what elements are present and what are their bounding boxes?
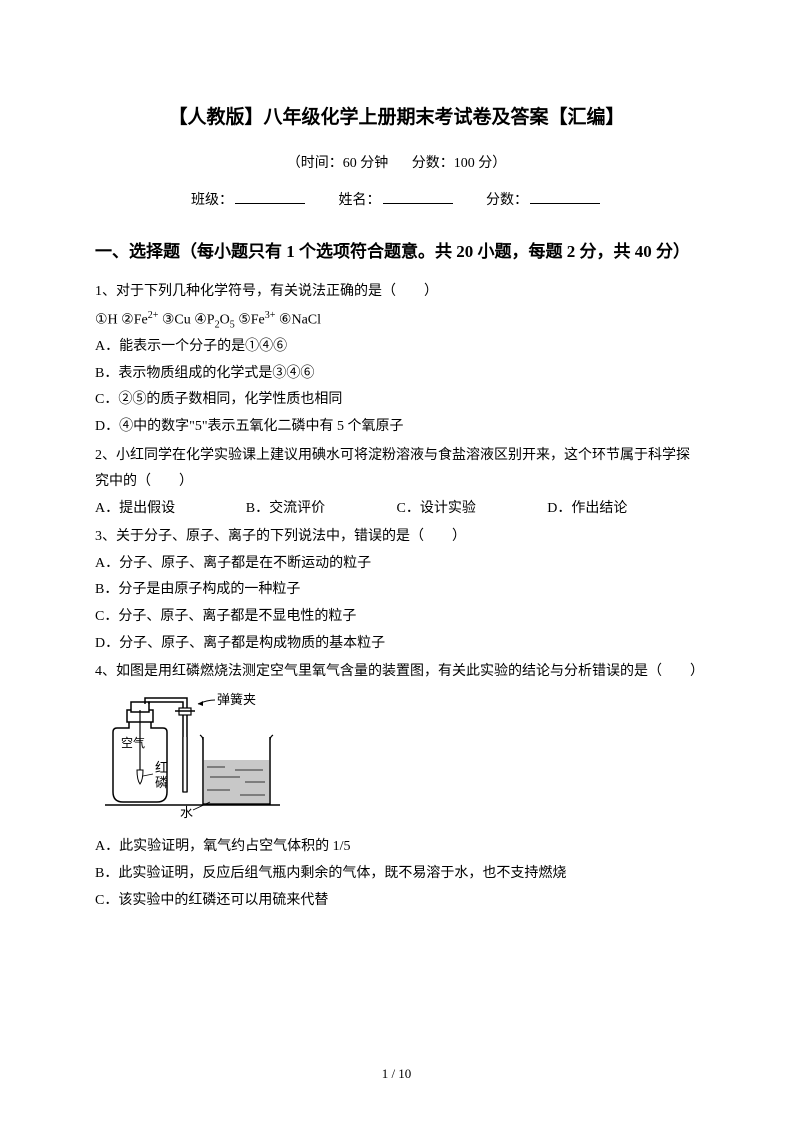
section-heading: 一、选择题（每小题只有 1 个选项符合题意。共 20 小题，每题 2 分，共 4… [95, 232, 698, 273]
score-blank[interactable] [530, 186, 600, 204]
class-blank[interactable] [235, 186, 305, 204]
q1-sup-1: 2+ [148, 310, 159, 321]
q3-option-c: C．分子、原子、离子都是不显电性的粒子 [95, 604, 698, 631]
svg-text:磷: 磷 [155, 775, 168, 790]
air-label-text: 空气 [121, 735, 145, 750]
question-3: 3、关于分子、原子、离子的下列说法中，错误的是（ ） A．分子、原子、离子都是在… [95, 524, 698, 657]
question-4: 4、如图是用红磷燃烧法测定空气里氧气含量的装置图，有关此实验的结论与分析错误的是… [95, 659, 698, 914]
q3-option-b: B．分子是由原子构成的一种粒子 [95, 577, 698, 604]
question-1: 1、对于下列几种化学符号，有关说法正确的是（ ） ①H ②Fe2+ ③Cu ④P… [95, 279, 698, 440]
q1-option-d: D．④中的数字"5"表示五氧化二磷中有 5 个氧原子 [95, 414, 698, 441]
q3-option-d: D．分子、原子、离子都是构成物质的基本粒子 [95, 631, 698, 658]
q1-sym-p5: ⑥NaCl [275, 312, 321, 327]
q4-option-a: A．此实验证明，氧气约占空气体积的 1/5 [95, 834, 698, 861]
q2-option-b: B．交流评价 [246, 496, 397, 523]
q4-option-b: B．此实验证明，反应后组气瓶内剩余的气体，既不易溶于水，也不支持燃烧 [95, 861, 698, 888]
student-info-line: 班级： 姓名： 分数： [95, 186, 698, 215]
q1-option-b: B．表示物质组成的化学式是③④⑥ [95, 361, 698, 388]
page-number: 1 / 10 [0, 1062, 793, 1087]
score-info: 分数：100 分） [412, 156, 507, 171]
q3-stem: 3、关于分子、原子、离子的下列说法中，错误的是（ ） [95, 524, 698, 551]
question-2: 2、小红同学在化学实验课上建议用碘水可将淀粉溶液与食盐溶液区别开来，这个环节属于… [95, 443, 698, 523]
svg-text:弹簧夹: 弹簧夹 [217, 692, 256, 707]
q2-option-c: C．设计实验 [397, 496, 548, 523]
q1-option-a: A．能表示一个分子的是①④⑥ [95, 334, 698, 361]
q1-sym-p4: ⑤Fe [235, 312, 265, 327]
class-label: 班级： [191, 193, 233, 208]
q1-sym-p1: ①H ②Fe [95, 312, 148, 327]
exam-subtitle: （时间：60 分钟 分数：100 分） [95, 151, 698, 178]
svg-text:水: 水 [180, 805, 193, 820]
q2-option-a: A．提出假设 [95, 496, 246, 523]
apparatus-diagram: 空气 弹簧夹 [95, 692, 698, 833]
q1-sym-p2: ③Cu ④P [158, 312, 214, 327]
name-blank[interactable] [383, 186, 453, 204]
q2-stem: 2、小红同学在化学实验课上建议用碘水可将淀粉溶液与食盐溶液区别开来，这个环节属于… [95, 443, 698, 496]
q4-option-c: C．该实验中的红磷还可以用硫来代替 [95, 888, 698, 915]
svg-text:红: 红 [155, 760, 168, 775]
score-label: 分数： [486, 193, 528, 208]
q1-stem: 1、对于下列几种化学符号，有关说法正确的是（ ） [95, 279, 698, 306]
page-title: 【人教版】八年级化学上册期末考试卷及答案【汇编】 [95, 100, 698, 136]
q1-sup-2: 3+ [265, 310, 276, 321]
q4-stem: 4、如图是用红磷燃烧法测定空气里氧气含量的装置图，有关此实验的结论与分析错误的是… [95, 659, 698, 686]
time-info: （时间：60 分钟 [287, 156, 389, 171]
q3-option-a: A．分子、原子、离子都是在不断运动的粒子 [95, 551, 698, 578]
q2-option-d: D．作出结论 [547, 496, 698, 523]
q1-sym-p3: O [220, 312, 230, 327]
q2-options: A．提出假设 B．交流评价 C．设计实验 D．作出结论 [95, 496, 698, 523]
q1-option-c: C．②⑤的质子数相同，化学性质也相同 [95, 387, 698, 414]
name-label: 姓名： [339, 193, 381, 208]
q1-symbols: ①H ②Fe2+ ③Cu ④P2O5 ⑤Fe3+ ⑥NaCl [95, 306, 698, 334]
